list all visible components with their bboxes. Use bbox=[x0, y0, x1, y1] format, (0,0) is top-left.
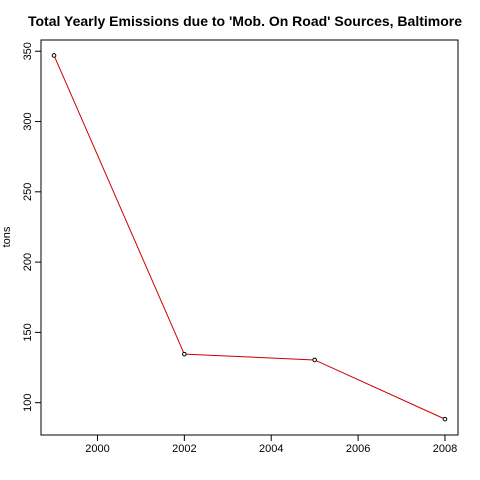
series-layer bbox=[51, 53, 448, 422]
x-tick-label: 2004 bbox=[259, 443, 283, 455]
y-tick-label: 300 bbox=[22, 112, 34, 130]
y-axis: 100 150 200 250 300 350 bbox=[22, 42, 41, 412]
x-axis: 2000 2002 2004 2006 2008 bbox=[85, 435, 457, 455]
y-tick-label: 250 bbox=[22, 183, 34, 201]
chart-title: Total Yearly Emissions due to 'Mob. On R… bbox=[28, 13, 462, 29]
series-line bbox=[53, 55, 446, 420]
y-tick-label: 350 bbox=[22, 42, 34, 60]
x-tick-label: 2008 bbox=[433, 443, 457, 455]
data-point bbox=[182, 351, 187, 357]
y-tick-label: 100 bbox=[22, 393, 34, 411]
plot-border bbox=[40, 39, 459, 436]
x-tick-label: 2006 bbox=[346, 443, 370, 455]
data-point bbox=[51, 53, 57, 58]
data-point bbox=[312, 357, 317, 363]
x-tick-label: 2002 bbox=[172, 443, 196, 455]
x-tick-label: 2000 bbox=[85, 443, 109, 455]
y-tick-label: 200 bbox=[22, 253, 34, 271]
y-axis-label: tons bbox=[1, 226, 13, 247]
data-point bbox=[442, 416, 448, 422]
y-tick-label: 150 bbox=[22, 323, 34, 341]
